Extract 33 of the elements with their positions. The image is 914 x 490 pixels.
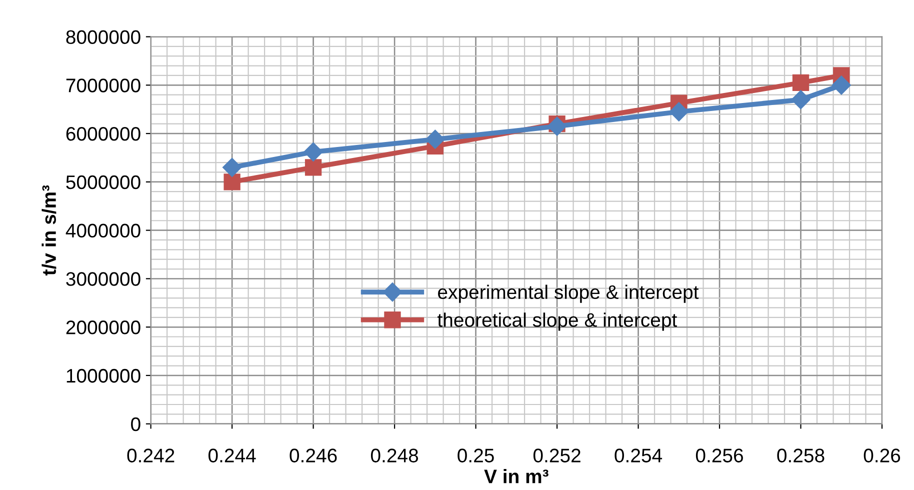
y-tick-label: 8000000 xyxy=(66,30,140,44)
point xyxy=(791,90,810,110)
y-axis-title: t/v in s/m³ xyxy=(42,185,56,276)
point xyxy=(548,116,567,136)
y-tick-label: 6000000 xyxy=(66,126,140,141)
y-tick-label: 1000000 xyxy=(66,368,140,383)
x-tick-label: 0.256 xyxy=(696,448,743,462)
point xyxy=(669,102,688,122)
point xyxy=(304,142,323,162)
x-tick-label: 0.254 xyxy=(614,448,662,462)
x-tick-label: 0.246 xyxy=(290,448,337,462)
legend-label: experimental slope & intercept xyxy=(438,284,699,303)
point xyxy=(792,74,810,92)
point xyxy=(222,158,242,177)
y-tick-label: 4000000 xyxy=(66,224,140,238)
point xyxy=(832,76,851,95)
legend-label: theoretical slope & intercept xyxy=(438,312,678,331)
x-tick-label: 0.252 xyxy=(533,448,580,462)
x-tick-label: 0.26 xyxy=(864,448,900,462)
x-axis-title: V in m³ xyxy=(484,469,548,484)
y-tick-label: 3000000 xyxy=(66,272,140,286)
x-tick-label: 0.244 xyxy=(208,448,256,462)
point xyxy=(304,159,322,176)
x-tick-label: 0.258 xyxy=(777,448,824,462)
y-tick-label: 7000000 xyxy=(66,78,140,92)
y-tick-label: 2000000 xyxy=(66,320,140,334)
y-tick-label: 0 xyxy=(131,417,140,432)
x-tick-label: 0.248 xyxy=(370,448,418,462)
point xyxy=(426,130,445,149)
y-tick-label: 5000000 xyxy=(66,175,140,190)
x-tick-label: 0.25 xyxy=(458,448,494,462)
point xyxy=(224,174,240,190)
x-tick-label: 0.242 xyxy=(127,448,174,462)
